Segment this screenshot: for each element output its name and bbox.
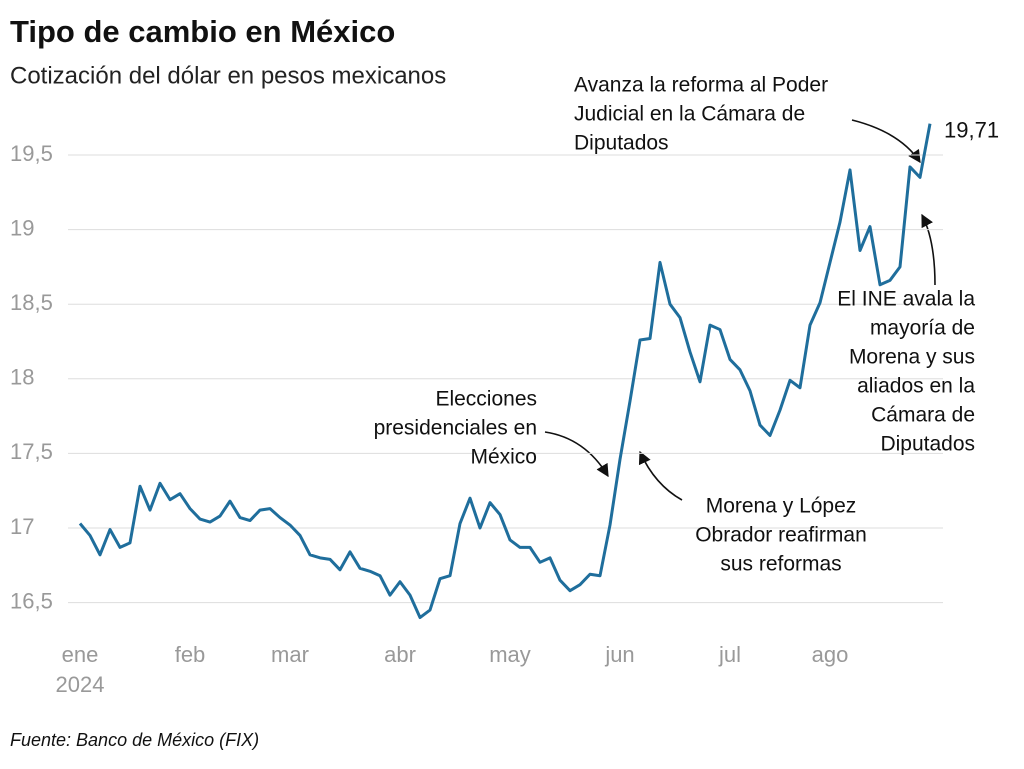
year-label: 2024 bbox=[56, 672, 105, 697]
annotation: México bbox=[470, 446, 537, 469]
annotation: El INE avala la bbox=[837, 288, 975, 311]
annotation: Diputados bbox=[880, 433, 975, 456]
y-tick-label: 17,5 bbox=[10, 439, 53, 464]
annotation: mayoría de bbox=[870, 317, 975, 340]
x-tick-label: may bbox=[489, 642, 531, 667]
annotation: Cámara de bbox=[871, 404, 975, 427]
arrows bbox=[544, 119, 936, 501]
x-tick-label: mar bbox=[271, 642, 309, 667]
x-tick-label: abr bbox=[384, 642, 416, 667]
x-tick-label: feb bbox=[175, 642, 206, 667]
annotation: Judicial en la Cámara de bbox=[574, 103, 805, 126]
chart-title: Tipo de cambio en México bbox=[10, 14, 395, 49]
chart-subtitle: Cotización del dólar en pesos mexicanos bbox=[10, 62, 446, 89]
arrow bbox=[638, 450, 683, 501]
line bbox=[78, 123, 932, 620]
annotation: aliados en la bbox=[857, 375, 975, 398]
y-tick-label: 19 bbox=[10, 215, 34, 240]
annotation: Morena y sus bbox=[849, 346, 975, 369]
annotation: Diputados bbox=[574, 132, 669, 155]
annotation: Elecciones bbox=[435, 388, 537, 411]
annotation: presidenciales en bbox=[374, 417, 537, 440]
annotation: Obrador reafirman bbox=[695, 524, 867, 547]
x-tick-label: jun bbox=[604, 642, 634, 667]
y-tick-label: 18 bbox=[10, 365, 34, 390]
y-tick-label: 19,5 bbox=[10, 141, 53, 166]
y-tick-label: 18,5 bbox=[10, 290, 53, 315]
x-tick-label: ene bbox=[62, 642, 99, 667]
x-tick-label: jul bbox=[718, 642, 741, 667]
arrow bbox=[851, 119, 921, 164]
end-label: 19,71 bbox=[944, 117, 999, 142]
annotation: Morena y López bbox=[706, 495, 857, 518]
arrow bbox=[544, 431, 609, 478]
x-tick-label: ago bbox=[812, 642, 849, 667]
arrow bbox=[921, 213, 936, 286]
annotation: Avanza la reforma al Poder bbox=[574, 74, 828, 97]
y-tick-label: 17 bbox=[10, 514, 34, 539]
annotation: sus reformas bbox=[720, 553, 841, 576]
y-tick-label: 16,5 bbox=[10, 588, 53, 613]
source: Fuente: Banco de México (FIX) bbox=[10, 730, 259, 750]
